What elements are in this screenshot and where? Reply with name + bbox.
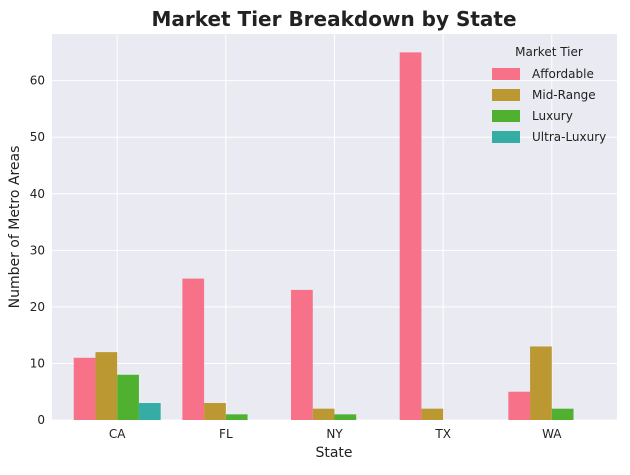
legend-swatch xyxy=(492,68,520,80)
x-axis-label: State xyxy=(315,445,352,461)
y-tick-label: 10 xyxy=(30,356,45,370)
bar-mid-range-ny xyxy=(312,408,335,420)
y-tick-label: 0 xyxy=(37,413,45,427)
legend-swatch xyxy=(492,131,520,143)
legend-label: Mid-Range xyxy=(532,88,596,102)
bar-luxury-ca xyxy=(117,374,139,420)
bar-luxury-ny xyxy=(334,414,357,420)
x-tick-label: CA xyxy=(109,427,126,441)
y-tick-label: 30 xyxy=(30,243,45,257)
legend-label: Affordable xyxy=(532,67,594,81)
bar-ultra-luxury-ca xyxy=(138,403,161,420)
bar-affordable-tx xyxy=(399,52,422,420)
bar-luxury-wa xyxy=(551,408,574,420)
x-tick-label: TX xyxy=(434,427,451,441)
bar-mid-range-wa xyxy=(530,346,552,420)
x-tick-label: FL xyxy=(219,427,233,441)
legend-title: Market Tier xyxy=(515,45,583,59)
y-tick-label: 20 xyxy=(30,300,45,314)
bar-mid-range-fl xyxy=(204,403,226,420)
bar-affordable-wa xyxy=(508,391,531,420)
bar-affordable-ca xyxy=(73,357,96,420)
y-tick-labels: 0 10 20 30 40 50 60 xyxy=(30,74,45,427)
gridlines xyxy=(52,34,617,421)
bar-mid-range-ca xyxy=(95,352,118,420)
x-tick-label: NY xyxy=(326,427,343,441)
legend: Market Tier Affordable Mid-Range Luxury Ultr… xyxy=(492,45,606,144)
bars xyxy=(73,52,574,420)
x-tick-labels: CA FL NY TX WA xyxy=(109,427,562,441)
bar-mid-range-tx xyxy=(421,408,444,420)
bar-affordable-ny xyxy=(291,289,313,420)
bar-luxury-fl xyxy=(225,414,248,420)
y-tick-label: 40 xyxy=(30,187,45,201)
legend-swatch xyxy=(492,110,520,122)
legend-swatch xyxy=(492,89,520,101)
legend-label: Ultra-Luxury xyxy=(532,130,606,144)
y-axis-label: Number of Metro Areas xyxy=(7,146,23,309)
x-tick-label: WA xyxy=(542,427,562,441)
chart-title: Market Tier Breakdown by State xyxy=(151,7,516,31)
y-tick-label: 50 xyxy=(30,130,45,144)
y-tick-label: 60 xyxy=(30,74,45,88)
legend-label: Luxury xyxy=(532,109,573,123)
bar-affordable-fl xyxy=(182,278,205,420)
